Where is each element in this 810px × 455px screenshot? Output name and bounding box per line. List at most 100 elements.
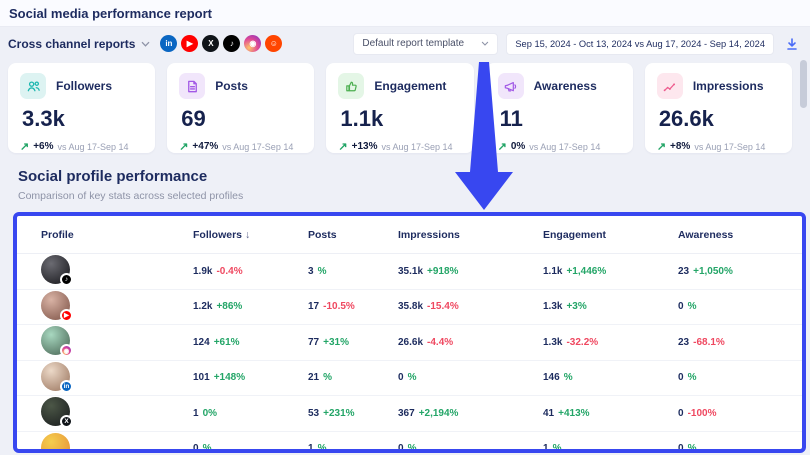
- metric-cell: 3%: [308, 266, 398, 277]
- column-header-profile[interactable]: Profile: [41, 228, 74, 241]
- table-row-instagram[interactable]: ◉ 124 +61% 77 +31% 26.6k -4.4% 1.3k -32.2% 23 -68…: [17, 325, 802, 361]
- page-title: Social media performance report: [9, 5, 213, 21]
- column-header-followers[interactable]: Followers ↓: [193, 228, 251, 241]
- metric-change: +86%: [216, 301, 243, 313]
- profile-avatar[interactable]: X: [41, 397, 73, 429]
- metric-value: 1: [308, 443, 314, 453]
- report-toolbar: Cross channel reports in ▶ X ♪ ◉ ☺ Default re…: [0, 27, 810, 60]
- vertical-scrollbar-thumb[interactable]: [800, 60, 807, 108]
- metric-value: 1.3k: [543, 301, 563, 313]
- instagram-badge-icon: ◉: [60, 344, 73, 358]
- trend-up-icon: ↗: [179, 141, 189, 153]
- profile-avatar[interactable]: ▶: [41, 290, 73, 322]
- impressions-icon: [656, 73, 683, 99]
- profile-avatar[interactable]: ☺: [41, 432, 70, 449]
- section-title: Social profile performance: [18, 168, 208, 185]
- table-row-reddit[interactable]: ☺ 0%1%0%1%0%: [17, 432, 802, 453]
- metric-change: +918%: [427, 265, 459, 277]
- metric-cell: 0%: [398, 372, 543, 383]
- profile-avatar[interactable]: ♪: [41, 255, 73, 287]
- metric-change: -4.4%: [427, 336, 454, 348]
- column-header-awareness[interactable]: Awareness: [678, 228, 734, 241]
- metric-cell: 1 0%: [193, 408, 308, 419]
- kpi-compare-period: vs Aug 17-Sep 14: [694, 141, 766, 152]
- metric-cell: 0%: [678, 372, 802, 383]
- column-header-engagement[interactable]: Engagement: [543, 228, 607, 241]
- kpi-compare-period: vs Aug 17-Sep 14: [222, 141, 294, 152]
- metric-cell: 1.1k +1,446%: [543, 266, 678, 277]
- metric-change: -10.5%: [323, 301, 355, 313]
- metric-cell: 23 +1,050%: [678, 266, 802, 277]
- profile-avatar[interactable]: ◉: [41, 326, 73, 358]
- profile-performance-table: Profile Followers ↓ Posts Impressions Engagem…: [13, 212, 806, 453]
- kpi-value: 3.3k: [22, 106, 65, 131]
- metric-value: 0: [193, 443, 199, 453]
- metric-value: 0: [678, 443, 684, 453]
- metric-change: +31%: [323, 336, 349, 348]
- metric-change: %: [687, 372, 697, 384]
- metric-cell: 0 -100%: [678, 408, 802, 419]
- chevron-down-icon[interactable]: [141, 41, 150, 47]
- top-title-bar: Social media performance report: [0, 0, 810, 27]
- profile-cell: ♪: [41, 255, 193, 287]
- profile-avatar[interactable]: in: [41, 361, 73, 393]
- x-icon[interactable]: X: [202, 35, 220, 52]
- instagram-icon[interactable]: ◉: [244, 35, 262, 52]
- cross-channel-reports-dropdown[interactable]: Cross channel reports: [8, 36, 136, 51]
- table-header-row: Profile Followers ↓ Posts Impressions Engagem…: [17, 216, 802, 254]
- table-row-x[interactable]: X 1 0% 53 +231% 367 +2,194% 41 +413% 0 -100%: [17, 396, 802, 432]
- metric-value: 0: [678, 301, 684, 313]
- metric-value: 3: [308, 265, 314, 277]
- kpi-card-posts: Posts 69 ↗ +47% vs Aug 17-Sep 14: [167, 63, 315, 153]
- metric-cell: 0%: [678, 443, 802, 453]
- metric-change: %: [552, 443, 562, 453]
- reddit-icon[interactable]: ☺: [265, 35, 283, 52]
- x-badge-icon: X: [60, 415, 73, 429]
- table-body: ♪ 1.9k -0.4% 3% 35.1k +918% 1.1k +1,446% 23 +1,0…: [17, 254, 802, 453]
- kpi-card-engagement: Engagement 1.1k ↗ +13% vs Aug 17-Sep 14: [326, 63, 474, 153]
- column-header-posts[interactable]: Posts: [308, 228, 337, 241]
- section-subtitle: Comparison of key stats across selected …: [18, 190, 244, 202]
- kpi-compare-period: vs Aug 17-Sep 14: [57, 141, 129, 152]
- report-template-select[interactable]: Default report template: [353, 32, 499, 55]
- metric-cell: 101 +148%: [193, 372, 308, 383]
- column-header-impressions[interactable]: Impressions: [398, 228, 460, 241]
- metric-value: 35.1k: [398, 265, 424, 277]
- metric-change: +148%: [213, 372, 246, 384]
- metric-cell: 1.3k +3%: [543, 301, 678, 312]
- kpi-label: Impressions: [692, 79, 764, 93]
- download-icon: [787, 37, 797, 50]
- metric-value: 77: [308, 336, 320, 348]
- metric-change: +1,050%: [693, 265, 733, 277]
- kpi-label: Followers: [56, 79, 113, 93]
- kpi-card-row: Followers 3.3k ↗ +6% vs Aug 17-Sep 14 Po…: [0, 60, 810, 153]
- metric-value: 23: [678, 336, 690, 348]
- table-row-linkedin[interactable]: in 101 +148% 21% 0% 146% 0%: [17, 361, 802, 396]
- metric-value: 21: [308, 372, 320, 384]
- youtube-badge-icon: ▶: [60, 308, 73, 322]
- table-row-tiktok[interactable]: ♪ 1.9k -0.4% 3% 35.1k +918% 1.1k +1,446% 23 +1,0…: [17, 254, 802, 290]
- metric-cell: 0%: [193, 443, 308, 453]
- metric-cell: 1.2k +86%: [193, 301, 308, 312]
- metric-value: 101: [193, 372, 210, 384]
- download-report-button[interactable]: [782, 34, 802, 54]
- metric-cell: 35.1k +918%: [398, 266, 543, 277]
- trend-up-icon: ↗: [20, 141, 30, 153]
- tiktok-icon[interactable]: ♪: [223, 35, 241, 52]
- metric-change: %: [202, 443, 212, 453]
- trend-up-icon: ↗: [338, 141, 348, 153]
- metric-cell: 124 +61%: [193, 337, 308, 348]
- kpi-change: +8%: [670, 141, 691, 152]
- table-row-youtube[interactable]: ▶ 1.2k +86% 17 -10.5% 35.8k -15.4% 1.3k +3% 0%: [17, 290, 802, 325]
- metric-value: 17: [308, 301, 320, 313]
- kpi-card-impressions: Impressions 26.6k ↗ +8% vs Aug 17-Sep 14: [644, 63, 793, 153]
- linkedin-icon[interactable]: in: [160, 35, 178, 52]
- metric-value: 53: [308, 407, 320, 419]
- youtube-icon[interactable]: ▶: [181, 35, 199, 52]
- date-range-picker[interactable]: Sep 15, 2024 - Oct 13, 2024 vs Aug 17, 2…: [506, 32, 774, 55]
- metric-value: 1: [193, 407, 199, 419]
- metric-value: 0: [678, 407, 684, 419]
- profile-cell: in: [41, 361, 193, 394]
- metric-change: %: [687, 443, 697, 453]
- metric-cell: 17 -10.5%: [308, 301, 398, 312]
